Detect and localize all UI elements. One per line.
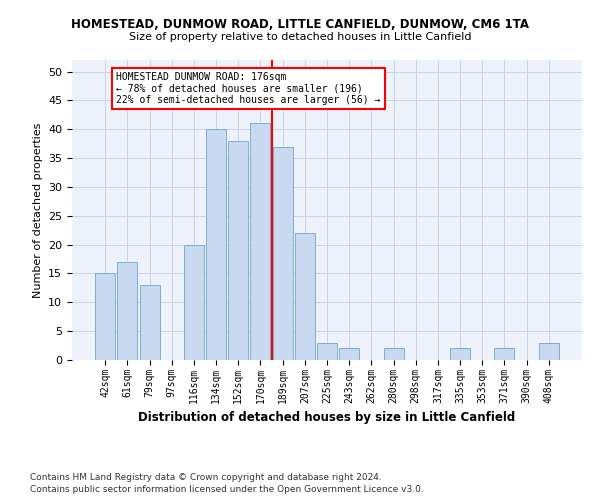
Text: HOMESTEAD, DUNMOW ROAD, LITTLE CANFIELD, DUNMOW, CM6 1TA: HOMESTEAD, DUNMOW ROAD, LITTLE CANFIELD,… [71,18,529,30]
Y-axis label: Number of detached properties: Number of detached properties [32,122,43,298]
Bar [250,124,271,360]
Bar [339,348,359,360]
Bar [317,342,337,360]
Text: Contains HM Land Registry data © Crown copyright and database right 2024.: Contains HM Land Registry data © Crown c… [30,472,382,482]
Bar [184,244,204,360]
Bar [140,285,160,360]
Bar [450,348,470,360]
Text: Contains public sector information licensed under the Open Government Licence v3: Contains public sector information licen… [30,485,424,494]
Bar [494,348,514,360]
Text: Size of property relative to detached houses in Little Canfield: Size of property relative to detached ho… [129,32,471,42]
Bar [118,262,137,360]
Bar [95,274,115,360]
Text: HOMESTEAD DUNMOW ROAD: 176sqm
← 78% of detached houses are smaller (196)
22% of : HOMESTEAD DUNMOW ROAD: 176sqm ← 78% of d… [116,72,380,104]
Bar [206,129,226,360]
Bar [383,348,404,360]
Bar [272,146,293,360]
Bar [295,233,315,360]
Bar [228,141,248,360]
Bar [539,342,559,360]
X-axis label: Distribution of detached houses by size in Little Canfield: Distribution of detached houses by size … [139,411,515,424]
